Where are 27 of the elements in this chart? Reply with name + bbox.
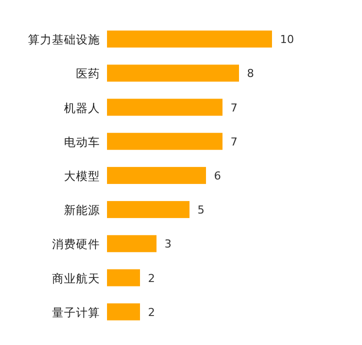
bar <box>107 98 222 116</box>
data-label: 7 <box>230 101 238 114</box>
bar <box>107 235 156 252</box>
y-tick-label: 新能源 <box>64 203 100 218</box>
data-label: 8 <box>247 67 254 80</box>
data-label: 2 <box>148 306 155 319</box>
y-tick-label: 机器人 <box>64 100 100 115</box>
data-label: 2 <box>148 272 155 285</box>
bar <box>107 132 222 150</box>
bar <box>107 269 140 286</box>
y-tick-label: 大模型 <box>64 168 100 183</box>
bar <box>107 166 206 184</box>
data-label: 5 <box>198 204 204 217</box>
y-tick-label: 商业航天 <box>52 271 100 286</box>
y-tick-label: 电动车 <box>64 134 100 149</box>
data-label: 10 <box>280 33 294 46</box>
y-tick-label: 算力基础设施 <box>28 32 100 47</box>
bar <box>107 30 272 48</box>
bar <box>107 303 140 320</box>
y-tick-label: 量子计算 <box>52 305 100 320</box>
bar <box>107 201 190 218</box>
data-label: 7 <box>230 135 238 148</box>
data-label: 6 <box>214 169 221 182</box>
data-label: 3 <box>164 238 172 251</box>
bar <box>107 64 239 82</box>
y-tick-label: 医药 <box>76 66 100 81</box>
y-tick-label: 消费硬件 <box>52 237 100 252</box>
